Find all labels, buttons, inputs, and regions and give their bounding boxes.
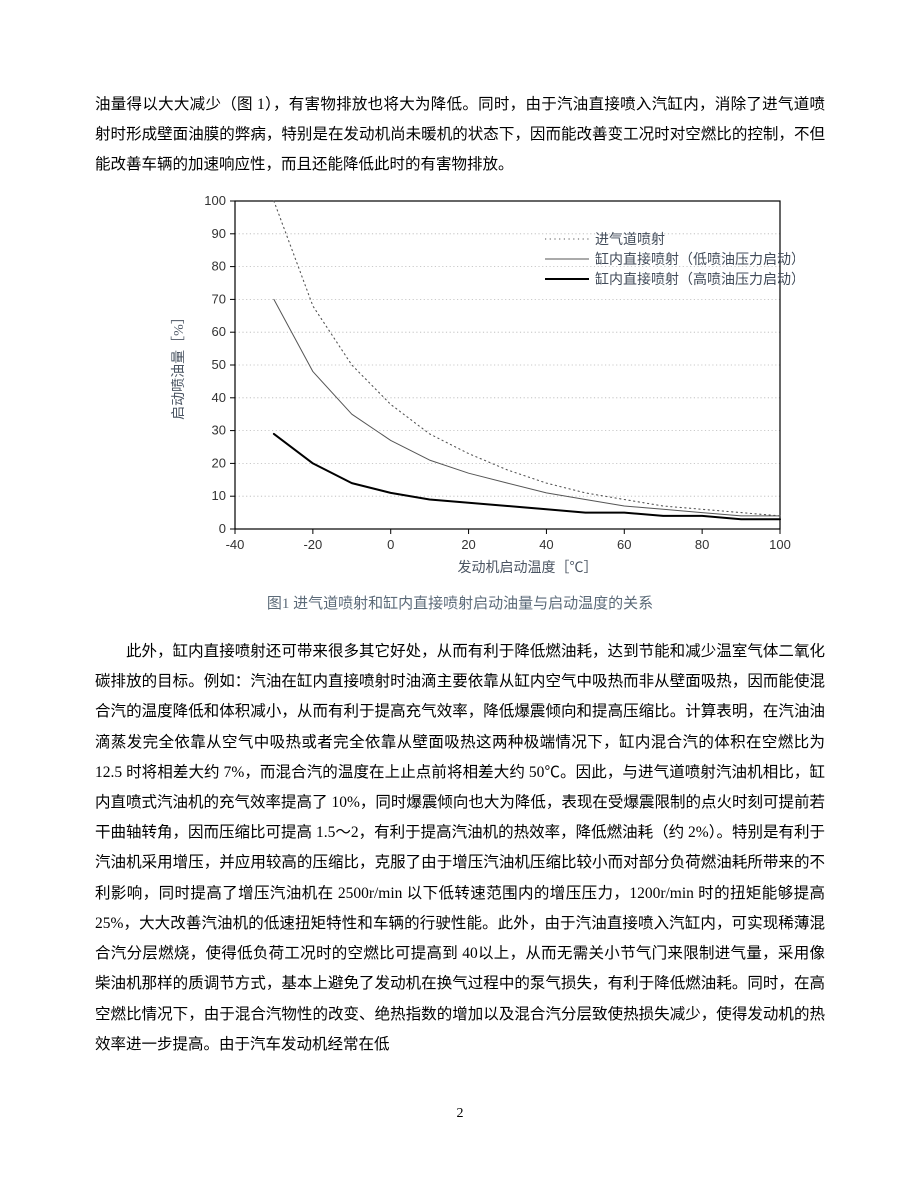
figure-caption: 图1 进气道喷射和缸内直接喷射启动油量与启动温度的关系 xyxy=(95,590,825,619)
svg-text:60: 60 xyxy=(212,324,226,339)
figure-1: 0 10 20 30 40 50 60 70 80 90 100 -40 -20 0 20 40 60 80 100… xyxy=(95,189,825,619)
svg-text:进气道喷射: 进气道喷射 xyxy=(595,232,665,248)
svg-text:60: 60 xyxy=(617,537,631,552)
svg-text:30: 30 xyxy=(212,422,226,437)
svg-text:40: 40 xyxy=(539,537,553,552)
svg-text:100: 100 xyxy=(769,537,791,552)
svg-text:0: 0 xyxy=(219,521,226,536)
chart-svg: 0 10 20 30 40 50 60 70 80 90 100 -40 -20 0 20 40 60 80 100… xyxy=(155,189,795,584)
svg-text:50: 50 xyxy=(212,357,226,372)
svg-text:启动喷油量［%］: 启动喷油量［%］ xyxy=(171,310,187,420)
paragraph-bottom: 此外，缸内直接喷射还可带来很多其它好处，从而有利于降低燃油耗，达到节能和减少温室… xyxy=(95,637,825,1060)
svg-text:80: 80 xyxy=(695,537,709,552)
svg-text:20: 20 xyxy=(461,537,475,552)
svg-text:10: 10 xyxy=(212,488,226,503)
paragraph-top: 油量得以大大减少（图 1），有害物排放也将大为降低。同时，由于汽油直接喷入汽缸内… xyxy=(95,90,825,181)
svg-text:100: 100 xyxy=(204,193,226,208)
svg-text:40: 40 xyxy=(212,389,226,404)
svg-text:-20: -20 xyxy=(303,537,322,552)
svg-text:缸内直接喷射（低喷油压力启动）: 缸内直接喷射（低喷油压力启动） xyxy=(595,251,795,268)
svg-text:20: 20 xyxy=(212,455,226,470)
svg-text:70: 70 xyxy=(212,291,226,306)
svg-text:90: 90 xyxy=(212,225,226,240)
svg-text:80: 80 xyxy=(212,258,226,273)
svg-text:-40: -40 xyxy=(226,537,245,552)
svg-text:缸内直接喷射（高喷油压力启动）: 缸内直接喷射（高喷油压力启动） xyxy=(595,271,795,288)
svg-text:0: 0 xyxy=(387,537,394,552)
page-number: 2 xyxy=(95,1100,825,1127)
svg-text:发动机启动温度［℃］: 发动机启动温度［℃］ xyxy=(458,560,598,576)
